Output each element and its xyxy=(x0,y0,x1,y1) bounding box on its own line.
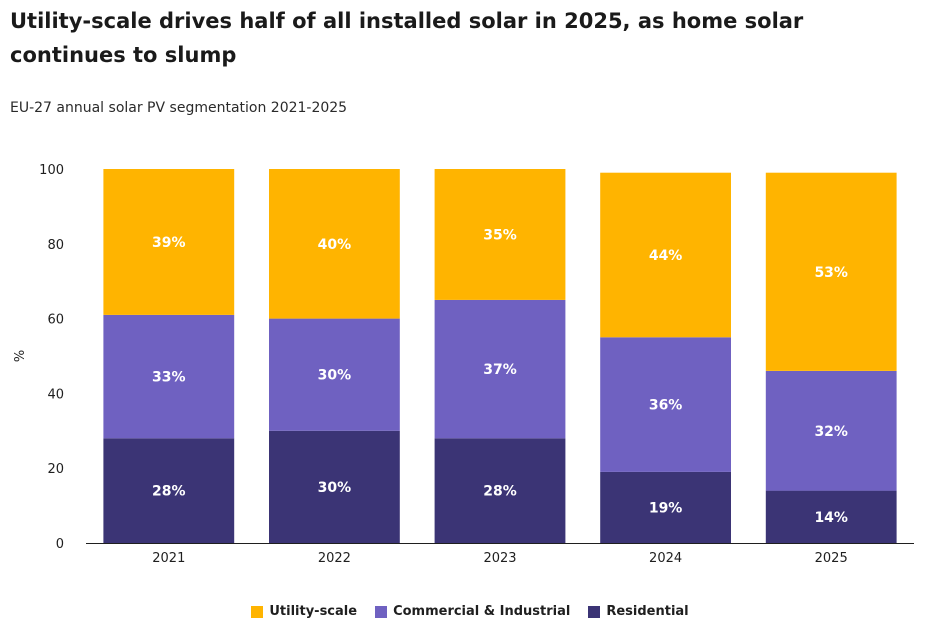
data-label: 30% xyxy=(318,368,352,384)
bar-segment xyxy=(269,430,400,543)
x-tick-label: 2022 xyxy=(318,551,351,566)
x-tick-label: 2023 xyxy=(483,551,516,566)
data-label: 35% xyxy=(483,227,517,243)
y-tick-label: 40 xyxy=(47,387,64,402)
data-label: 36% xyxy=(649,398,683,414)
bar-segment xyxy=(765,172,897,371)
x-tick-label: 2024 xyxy=(649,551,682,566)
bar-segment xyxy=(600,337,731,472)
bar-segment xyxy=(269,169,400,319)
y-tick-label: 60 xyxy=(47,313,64,328)
data-label: 44% xyxy=(649,248,683,264)
bar-segment xyxy=(434,169,566,300)
bar-segment xyxy=(434,438,566,543)
stacked-bar-chart: 0 20 40 60 80 100% 28% 33% 39% 2021 30% 30% 40% 2022 2… xyxy=(13,163,914,566)
data-label: 33% xyxy=(152,370,186,386)
data-label: 39% xyxy=(152,235,186,251)
x-tick-label: 2025 xyxy=(815,551,848,566)
bar-segment xyxy=(103,314,235,439)
bar-segment xyxy=(600,471,731,543)
legend-label: Utility-scale xyxy=(269,604,358,619)
data-label: 30% xyxy=(318,480,352,496)
chart-subtitle: EU-27 annual solar PV segmentation 2021-… xyxy=(10,100,348,116)
chart-title: Utility-scale drives half of all install… xyxy=(10,9,804,67)
bar-segment xyxy=(434,299,566,439)
x-tick-label: 2021 xyxy=(152,551,185,566)
legend-item: Residential xyxy=(588,604,689,619)
legend-label: Residential xyxy=(606,604,689,619)
y-axis-label: % xyxy=(13,350,28,362)
legend-item: Utility-scale xyxy=(251,604,357,619)
bar-segment xyxy=(103,438,235,543)
legend-item: Commercial & Industrial xyxy=(375,604,570,619)
legend-swatch xyxy=(251,605,264,618)
chart-legend: Utility-scale Commercial & Industrial Resi… xyxy=(0,604,940,619)
data-label: 53% xyxy=(814,265,848,281)
data-label: 28% xyxy=(152,484,186,500)
data-label: 28% xyxy=(483,484,517,500)
bar-segment xyxy=(600,172,731,338)
y-tick-label: 80 xyxy=(47,238,64,253)
data-label: 14% xyxy=(814,510,848,526)
y-tick-label: 0 xyxy=(56,537,64,552)
bar-segment xyxy=(765,490,897,543)
data-label: 19% xyxy=(649,501,683,517)
bar-segment xyxy=(103,169,235,315)
bar-segment xyxy=(269,318,400,431)
data-label: 37% xyxy=(483,362,517,378)
legend-swatch xyxy=(375,605,388,618)
data-label: 32% xyxy=(814,424,848,440)
legend-swatch xyxy=(588,605,601,618)
y-tick-label: 20 xyxy=(47,462,64,477)
legend-label: Commercial & Industrial xyxy=(393,604,571,619)
data-label: 40% xyxy=(318,237,352,253)
y-tick-label: 100 xyxy=(39,163,64,178)
bar-segment xyxy=(765,371,897,491)
